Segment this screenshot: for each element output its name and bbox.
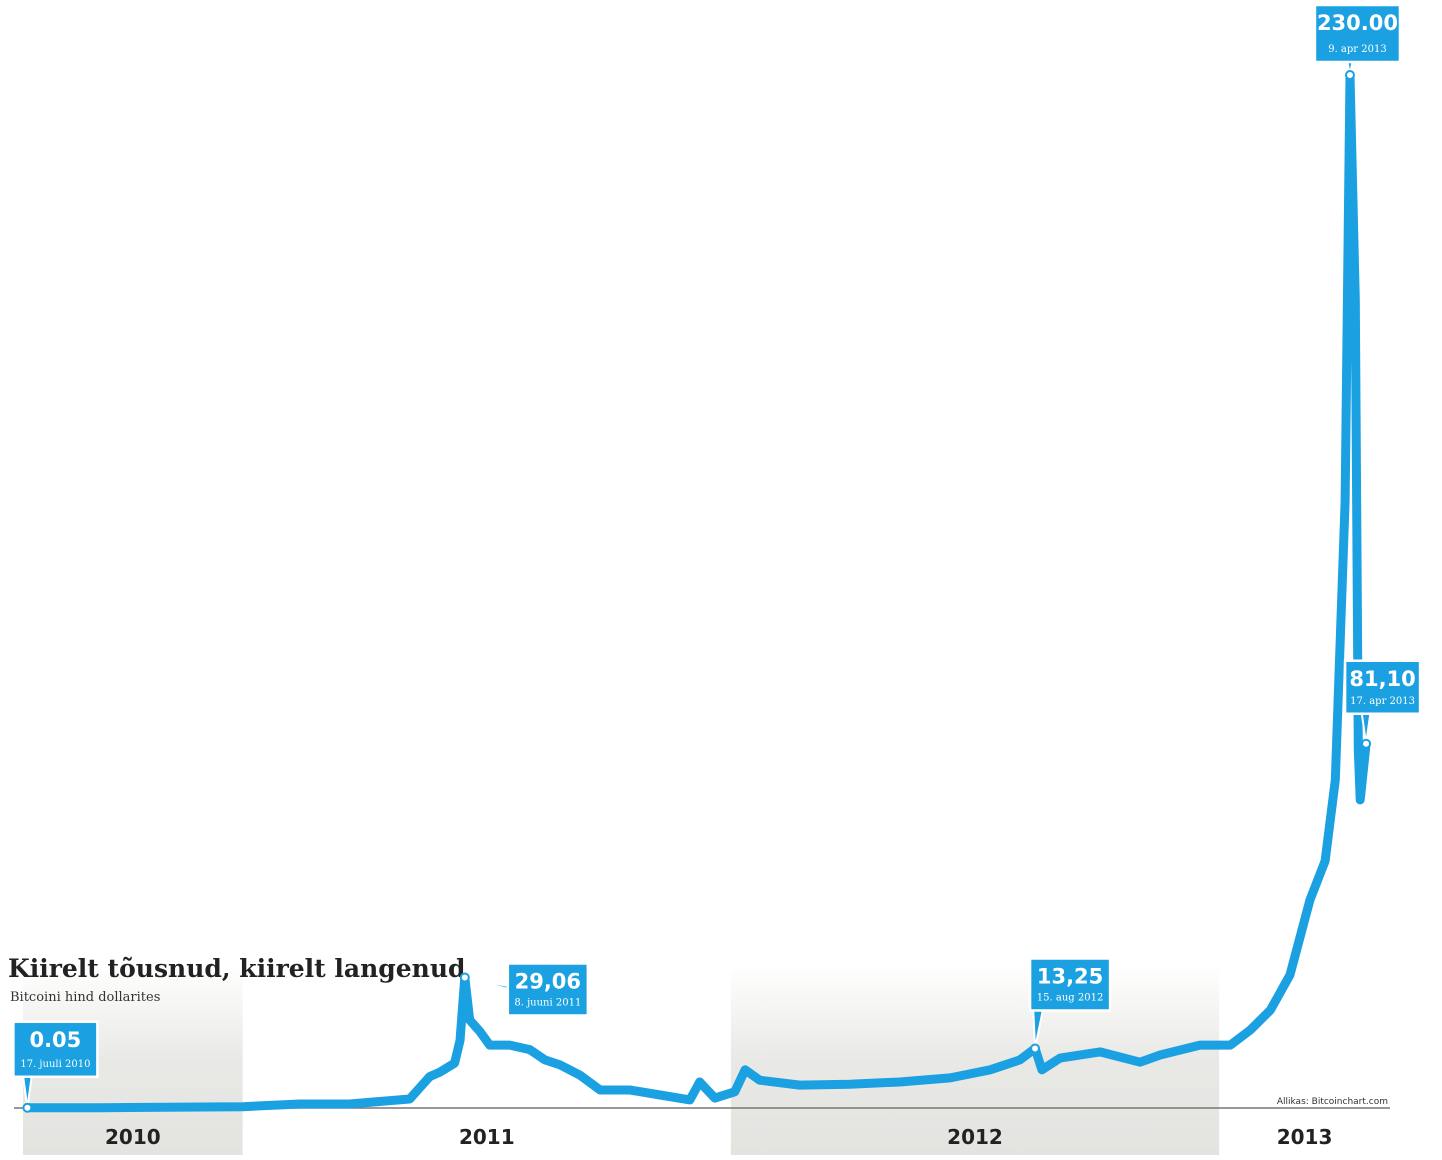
annotation-date: 9. apr 2013 (1328, 44, 1387, 55)
annotation: 0.05 17. juuli 2010 (12, 1020, 99, 1113)
annotation-date: 17. juuli 2010 (20, 1059, 90, 1070)
annotation-value: 81,10 (1349, 667, 1415, 691)
annotation-value: 0.05 (29, 1028, 81, 1052)
annotation-box (506, 962, 590, 1017)
annotation-point (22, 1102, 33, 1113)
x-tick-label: 2013 (1277, 1125, 1333, 1149)
chart-subtitle: Bitcoini hind dollarites (10, 990, 160, 1005)
x-tick-label: 2010 (105, 1125, 161, 1149)
annotation-value: 29,06 (515, 969, 581, 993)
annotation-value: 13,25 (1037, 964, 1103, 988)
annotation-box (12, 1020, 99, 1079)
annotation-date: 8. juuni 2011 (514, 997, 581, 1008)
annotation-value: 230.00 (1317, 11, 1398, 35)
price-line (22, 70, 1371, 1113)
annotation-box (1313, 3, 1402, 64)
annotation-box (1343, 659, 1422, 716)
annotation-point (459, 972, 470, 983)
annotation-point (1030, 1043, 1041, 1054)
annotation: 29,06 8. juuni 2011 (459, 962, 590, 1017)
annotation: 81,10 17. apr 2013 (1343, 659, 1422, 749)
chart-title: Kiirelt tõusnud, kiirelt langenud (8, 954, 466, 983)
x-tick-label: 2012 (947, 1125, 1003, 1149)
annotation-date: 17. apr 2013 (1350, 696, 1415, 707)
annotation-date: 15. aug 2012 (1037, 992, 1104, 1003)
x-tick-label: 2011 (459, 1125, 515, 1149)
source-note: Allikas: Bitcoinchart.com (1277, 1097, 1388, 1107)
annotation-box (1028, 957, 1112, 1012)
annotation-point (1361, 738, 1372, 749)
annotation: 230.00 9. apr 2013 (1313, 3, 1402, 80)
annotation: 13,25 15. aug 2012 (1028, 957, 1112, 1054)
annotation-point (1344, 70, 1355, 80)
